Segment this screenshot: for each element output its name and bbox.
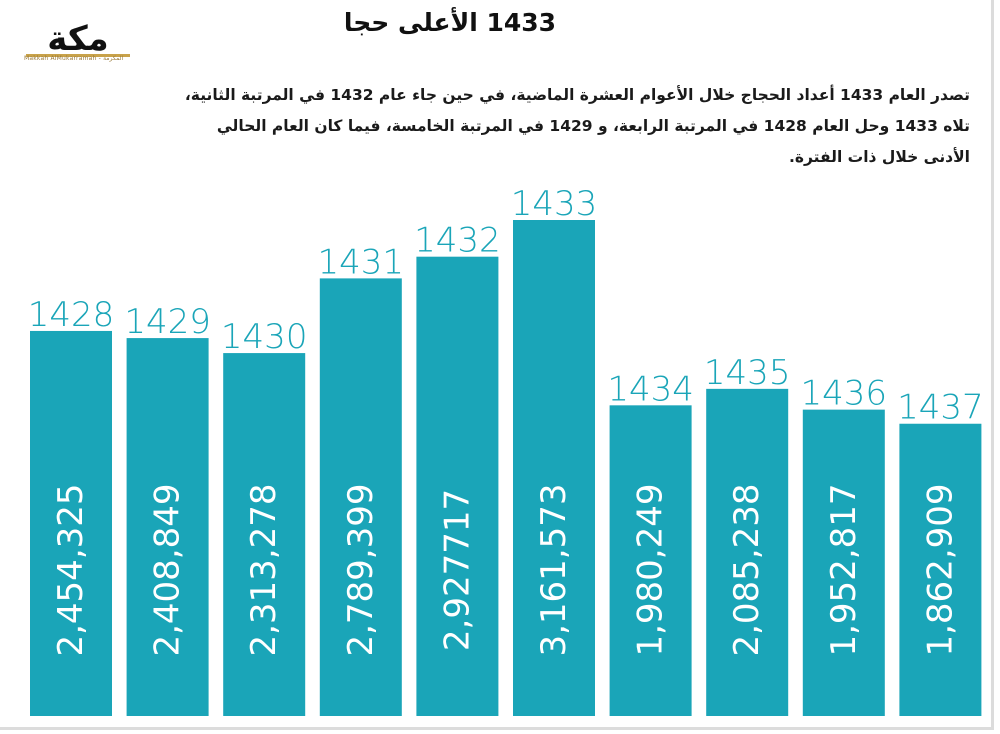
bar-1428	[30, 330, 112, 716]
year-label-1428: 1428	[28, 295, 115, 335]
value-label-1433: 3,161,573	[534, 483, 574, 656]
value-label-1434: 1,980,249	[631, 483, 671, 656]
chart-description: تصدر العام 1433 أعداد الحجاج خلال الأعوا…	[184, 86, 970, 166]
year-label-1430: 1430	[221, 317, 308, 357]
year-label-1429: 1429	[124, 302, 211, 342]
bar-1436	[802, 409, 885, 716]
value-label-1430: 2,313,278	[244, 483, 284, 656]
value-label-1432: 2,927717	[437, 489, 477, 651]
year-label-1435: 1435	[704, 353, 791, 393]
bar-1437	[899, 423, 982, 716]
year-label-1431: 1431	[318, 242, 405, 282]
value-label-1437: 1,862,909	[920, 483, 960, 656]
value-label-1429: 2,408,849	[148, 483, 188, 656]
logo-subtext: Makkah AlMukarramah - المكرمة	[24, 55, 124, 62]
bar-1430	[223, 353, 306, 716]
value-label-1428: 2,454,325	[51, 483, 91, 656]
year-label-1436: 1436	[801, 374, 888, 414]
value-label-1436: 1,952,817	[824, 483, 864, 656]
logo-accent-bar	[26, 54, 130, 57]
year-label-1433: 1433	[511, 184, 598, 224]
year-label-1437: 1437	[897, 388, 984, 428]
chart-title: 1433 الأعلى حجا	[343, 8, 557, 37]
year-label-1434: 1434	[607, 369, 694, 409]
bar-1434	[609, 405, 692, 716]
bar-1433	[513, 220, 595, 716]
bar-1435	[706, 388, 789, 716]
logo-mark: مكة	[47, 19, 108, 59]
bar-1429	[126, 338, 209, 716]
value-label-1435: 2,085,238	[727, 483, 767, 656]
year-label-1432: 1432	[414, 221, 501, 261]
bar-1431	[319, 278, 402, 716]
makkah-logo: مكة	[26, 19, 130, 59]
value-label-1431: 2,789,399	[341, 483, 381, 656]
bar-1432	[416, 256, 499, 716]
